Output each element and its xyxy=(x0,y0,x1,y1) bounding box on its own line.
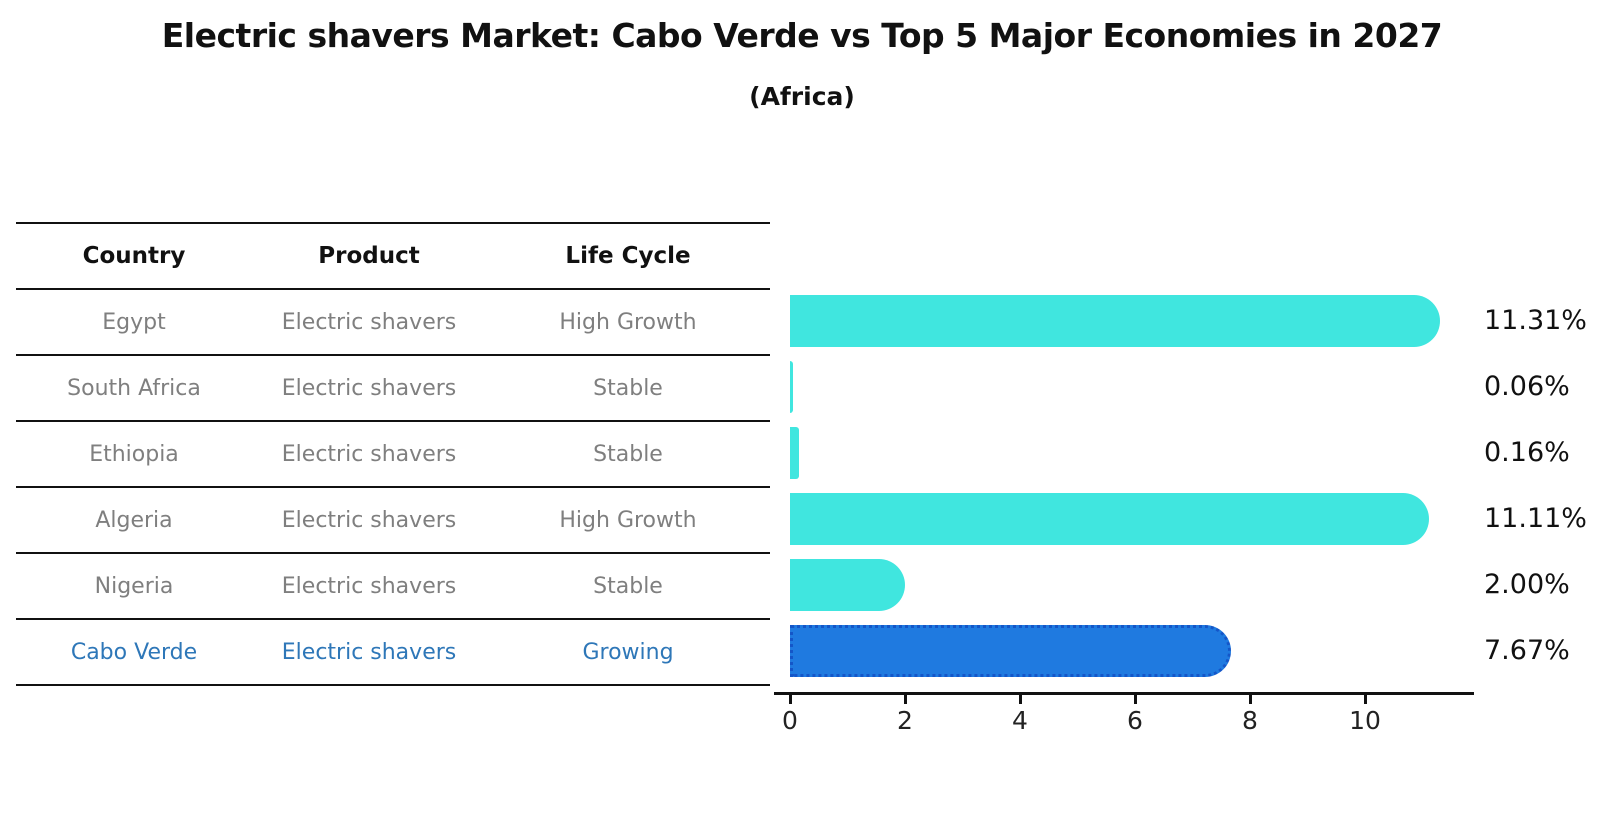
table-cell-product: Electric shavers xyxy=(281,639,457,665)
figure-title: Electric shavers Market: Cabo Verde vs T… xyxy=(161,16,1443,55)
table-cell-country: Cabo Verde xyxy=(70,639,198,665)
table-row: Ethiopia Electric shavers Stable xyxy=(16,420,770,486)
x-axis-tick-label: 6 xyxy=(1127,706,1143,735)
bar-highlight xyxy=(790,625,1231,677)
value-label: 7.67% xyxy=(1484,635,1570,666)
table-cell-life-cycle: High Growth xyxy=(559,309,697,335)
table-cell-country: Algeria xyxy=(95,507,173,533)
comparison-table: Country Product Life Cycle Egypt Electric… xyxy=(16,222,770,686)
bar xyxy=(790,295,1440,347)
x-axis-tick-label: 2 xyxy=(897,706,913,735)
table-row: Egypt Electric shavers High Growth xyxy=(16,288,770,354)
x-axis-tick-label: 0 xyxy=(782,706,798,735)
value-label: 2.00% xyxy=(1484,569,1570,600)
table-cell-life-cycle: Growing xyxy=(582,639,674,665)
x-axis-line xyxy=(774,692,1474,695)
table-cell-country: Egypt xyxy=(102,309,166,335)
x-axis-tick xyxy=(1249,695,1252,704)
x-axis-tick xyxy=(1364,695,1367,704)
table-cell-life-cycle: Stable xyxy=(593,441,663,467)
table-cell-product: Electric shavers xyxy=(281,309,457,335)
x-axis-tick-label: 4 xyxy=(1012,706,1028,735)
table-cell-product: Electric shavers xyxy=(281,507,457,533)
column-header-country: Country xyxy=(82,243,186,269)
table-cell-life-cycle: Stable xyxy=(593,375,663,401)
table-cell-life-cycle: Stable xyxy=(593,573,663,599)
table-cell-country: South Africa xyxy=(67,375,201,401)
bar xyxy=(790,361,793,413)
bar xyxy=(790,427,799,479)
column-header-product: Product xyxy=(318,243,420,269)
value-label: 0.06% xyxy=(1484,371,1570,402)
table-cell-country: Nigeria xyxy=(94,573,174,599)
table-cell-product: Electric shavers xyxy=(281,441,457,467)
x-axis-tick-label: 10 xyxy=(1349,706,1381,735)
bar xyxy=(790,559,905,611)
x-axis-tick xyxy=(1134,695,1137,704)
figure-subtitle: (Africa) xyxy=(749,82,855,111)
value-label: 11.31% xyxy=(1484,305,1587,336)
table-row: Algeria Electric shavers High Growth xyxy=(16,486,770,552)
table-body: Egypt Electric shavers High Growth South Af… xyxy=(16,288,770,684)
table-cell-product: Electric shavers xyxy=(281,375,457,401)
table-row: Nigeria Electric shavers Stable xyxy=(16,552,770,618)
table-header-row: Country Product Life Cycle xyxy=(16,222,770,288)
x-axis-tick-label: 8 xyxy=(1242,706,1258,735)
bar xyxy=(790,493,1429,545)
table-row: South Africa Electric shavers Stable xyxy=(16,354,770,420)
table-cell-life-cycle: High Growth xyxy=(559,507,697,533)
x-axis-tick xyxy=(789,695,792,704)
value-label: 11.11% xyxy=(1484,503,1587,534)
table-row: Cabo Verde Electric shavers Growing xyxy=(16,618,770,684)
table-cell-product: Electric shavers xyxy=(281,573,457,599)
column-header-lifecycle: Life Cycle xyxy=(565,243,691,269)
x-axis-tick xyxy=(1019,695,1022,704)
value-label: 0.16% xyxy=(1484,437,1570,468)
table-cell-country: Ethiopia xyxy=(89,441,179,467)
x-axis-tick xyxy=(904,695,907,704)
